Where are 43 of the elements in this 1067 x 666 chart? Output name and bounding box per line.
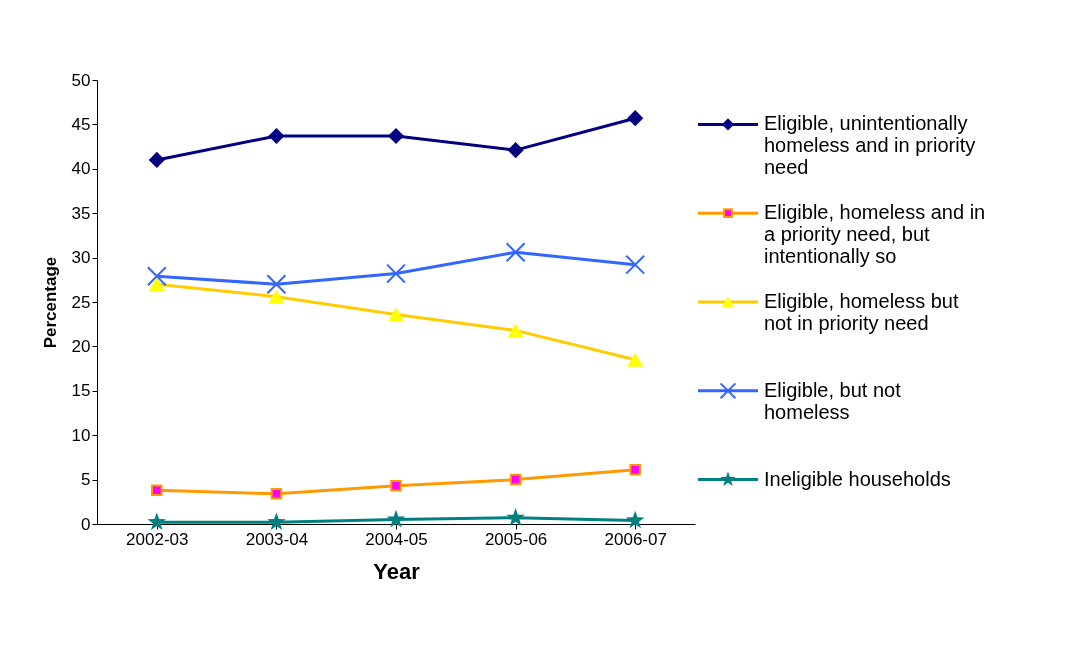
x-tick-label: 2002-03 — [126, 529, 189, 549]
point — [386, 509, 406, 528]
y-tick-label: 25 — [71, 292, 91, 312]
x-axis-title: Year — [373, 558, 421, 584]
y-tick-label: 20 — [71, 336, 91, 356]
y-tick-label: 35 — [71, 203, 91, 223]
point — [625, 510, 645, 529]
x-tick-label: 2003-04 — [245, 529, 309, 549]
point — [625, 254, 646, 275]
y-tick-label: 15 — [71, 381, 91, 401]
x-tick-label: 2006-07 — [604, 529, 667, 549]
point — [506, 508, 525, 526]
point — [148, 151, 165, 168]
point — [627, 110, 644, 127]
legend-label: Eligible, but not homeless — [764, 378, 902, 423]
y-tick-label: 5 — [81, 470, 91, 490]
legend-label: Eligible, homeless but not in priority need — [764, 290, 959, 334]
point — [507, 142, 524, 159]
y-tick-label: 0 — [81, 514, 91, 534]
legend-label: Ineligible households — [764, 467, 951, 490]
point — [390, 480, 402, 492]
y-axis-title: Percentage — [40, 256, 60, 349]
x-tick-label: 2005-06 — [484, 529, 548, 549]
y-tick-label: 40 — [71, 159, 91, 179]
point — [629, 464, 641, 476]
point — [266, 274, 287, 295]
point — [505, 242, 526, 263]
y-tick-label: 50 — [71, 70, 91, 90]
y-tick-label: 45 — [71, 114, 91, 134]
legend-label: Eligible, homeless and in a priority need, but intentionally so — [764, 201, 986, 268]
y-tick-label: 30 — [71, 248, 91, 268]
point — [147, 512, 167, 531]
point — [386, 263, 406, 284]
point — [509, 473, 522, 486]
point — [151, 484, 163, 496]
x-tick-label: 2004-05 — [365, 529, 428, 549]
y-tick-label: 10 — [71, 425, 91, 445]
point — [387, 127, 405, 145]
legend-label: Eligible, unintentionally homeless and in priority need — [764, 112, 976, 179]
point — [267, 512, 286, 531]
point — [270, 488, 283, 500]
point — [268, 127, 285, 145]
point — [146, 266, 167, 287]
